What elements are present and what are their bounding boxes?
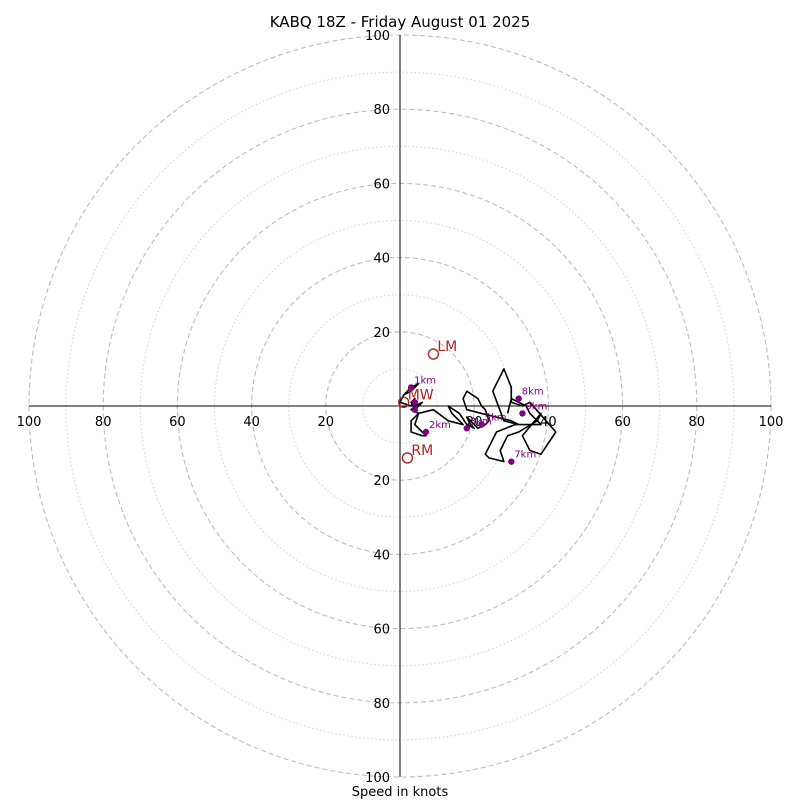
x-axis-label: Speed in knots bbox=[352, 785, 449, 800]
storm-motion-marker bbox=[398, 396, 410, 408]
height-point bbox=[515, 395, 522, 402]
height-label: 8km bbox=[522, 387, 544, 398]
y-tick-label: 80 bbox=[373, 697, 390, 712]
y-tick-label: 60 bbox=[373, 623, 390, 638]
y-tick-label: 60 bbox=[373, 177, 390, 192]
x-tick-label: 100 bbox=[17, 415, 42, 430]
x-tick-label: 80 bbox=[689, 415, 706, 430]
height-point bbox=[519, 410, 526, 417]
height-point bbox=[508, 458, 515, 465]
y-tick-label: 20 bbox=[373, 474, 390, 489]
chart-title: KABQ 18Z - Friday August 01 2025 bbox=[270, 13, 531, 31]
height-markers: 1km2km3km5km7km8km9km bbox=[407, 375, 547, 465]
storm-motion-label: RM bbox=[411, 443, 433, 459]
y-tick-label: 100 bbox=[365, 29, 390, 44]
hodograph-trace bbox=[399, 368, 557, 463]
storm-motion-marker bbox=[401, 452, 414, 464]
height-point bbox=[411, 399, 419, 406]
x-tick-label: 100 bbox=[759, 415, 784, 430]
storm-motion-label: MW bbox=[408, 387, 434, 403]
x-tick-label: 80 bbox=[95, 415, 112, 430]
storm-motion-marker bbox=[427, 348, 440, 360]
storm-motion-markers: LM RM MW bbox=[398, 339, 457, 464]
x-tick-label: 40 bbox=[243, 415, 260, 430]
height-label: 9km bbox=[525, 401, 547, 412]
height-point bbox=[478, 421, 485, 428]
height-label: 5km bbox=[485, 413, 507, 424]
height-point bbox=[463, 425, 470, 432]
height-point bbox=[411, 406, 419, 413]
storm-motion-label: LM bbox=[437, 339, 457, 355]
height-label: 1km bbox=[414, 375, 436, 386]
height-point bbox=[407, 384, 415, 391]
x-tick-label: 20 bbox=[318, 415, 335, 430]
height-label: 2km bbox=[429, 420, 451, 431]
height-point bbox=[422, 428, 430, 436]
height-label: 7km bbox=[514, 450, 536, 461]
hodograph-line bbox=[399, 368, 557, 463]
tick-labels: 100 80 60 40 20 20 40 60 80 100100806040202040608… bbox=[17, 29, 784, 786]
x-tick-label: 60 bbox=[169, 415, 186, 430]
y-tick-label: 100 bbox=[365, 771, 390, 786]
y-tick-label: 40 bbox=[373, 548, 390, 563]
x-tick-label: 60 bbox=[614, 415, 631, 430]
y-tick-label: 80 bbox=[373, 103, 390, 118]
y-tick-label: 40 bbox=[373, 252, 390, 267]
y-tick-label: 20 bbox=[373, 326, 390, 341]
